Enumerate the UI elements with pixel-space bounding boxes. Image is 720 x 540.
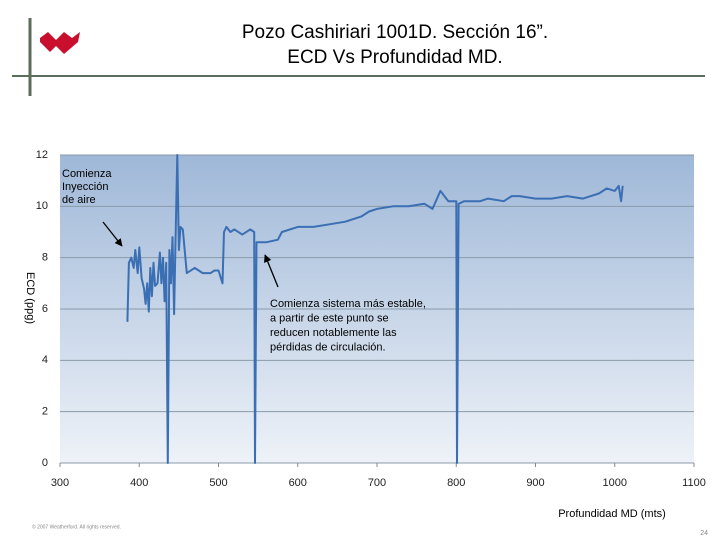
x-tick-label: 1100 xyxy=(682,477,706,489)
annotation: Inyección xyxy=(62,181,108,193)
annotation: pérdidas de circulación. xyxy=(270,341,386,353)
x-axis-label: Profundidad MD (mts) xyxy=(558,508,666,520)
annotation: de aire xyxy=(62,194,96,206)
x-tick-label: 500 xyxy=(209,477,227,489)
annotation: Comienza sistema más estable, xyxy=(270,298,426,310)
annotation: a partir de este punto se xyxy=(270,312,389,324)
y-tick-label: 8 xyxy=(42,252,48,264)
y-tick-label: 6 xyxy=(42,303,48,315)
y-tick-label: 0 xyxy=(42,457,48,469)
annotation: Comienza xyxy=(62,168,112,180)
x-tick-label: 300 xyxy=(51,477,69,489)
y-tick-label: 12 xyxy=(36,149,48,161)
arrow xyxy=(102,221,123,247)
x-tick-label: 1000 xyxy=(603,477,627,489)
x-tick-label: 400 xyxy=(130,477,148,489)
title: Pozo Cashiriari 1001D. Sección 16”. xyxy=(242,22,548,43)
arrow xyxy=(264,254,279,288)
y-tick-label: 10 xyxy=(36,200,48,212)
footer: © 2007 Weatherford. All rights reserved. xyxy=(32,523,121,530)
page-number: 24 xyxy=(700,530,708,537)
data-line xyxy=(126,154,624,464)
x-tick-label: 900 xyxy=(526,477,544,489)
annotation: reducen notablemente las xyxy=(270,327,397,339)
title: ECD Vs Profundidad MD. xyxy=(287,47,502,68)
y-tick-label: 4 xyxy=(42,354,48,366)
logo xyxy=(40,32,80,54)
y-tick-label: 2 xyxy=(42,406,48,418)
x-tick-label: 600 xyxy=(289,477,307,489)
x-tick-label: 800 xyxy=(447,477,465,489)
y-axis-label: ECD (ppg) xyxy=(24,272,36,324)
x-tick-label: 700 xyxy=(368,477,386,489)
